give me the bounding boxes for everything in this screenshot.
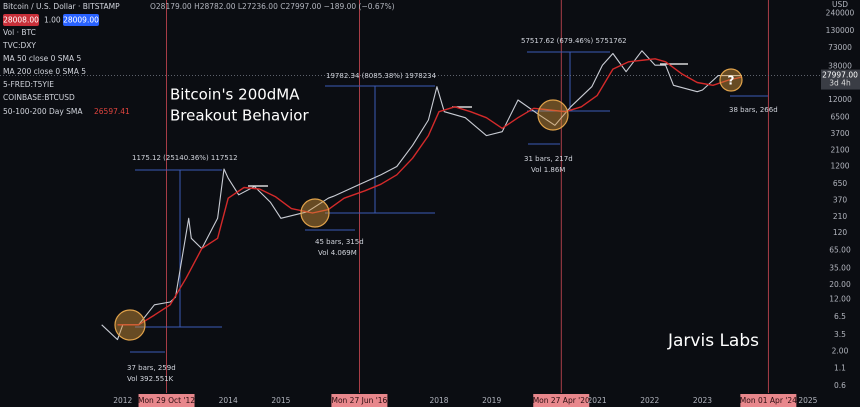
watermark: Jarvis Labs bbox=[667, 331, 759, 351]
annotation: 31 bars, 217d bbox=[524, 155, 573, 163]
event-label-box bbox=[138, 394, 195, 407]
legend-entry: 50-100-200 Day SMA bbox=[3, 107, 83, 116]
y-tick-label: 210 bbox=[833, 212, 848, 221]
price-tag bbox=[821, 69, 860, 90]
chart-title: Bitcoin / U.S. Dollar · BITSTAMP bbox=[3, 2, 120, 11]
y-tick-label: 73000 bbox=[828, 43, 852, 52]
event-label: Mon 29 Oct '12 bbox=[138, 396, 195, 405]
countdown: 3d 4h bbox=[829, 79, 851, 88]
indicator: 5-FRED:T5YIE bbox=[3, 80, 54, 89]
event-label-box bbox=[533, 394, 590, 407]
event-label-box bbox=[331, 394, 388, 407]
annotation: ? bbox=[728, 74, 735, 88]
indicator: TVC:DXY bbox=[2, 41, 36, 50]
y-tick-label: 3.5 bbox=[834, 330, 846, 339]
x-tick-label: 2019 bbox=[482, 396, 501, 405]
indicator: MA 200 close 0 SMA 5 bbox=[3, 67, 86, 76]
x-tick-label: 2021 bbox=[588, 396, 607, 405]
y-tick-label: 6500 bbox=[830, 113, 849, 122]
indicator: COINBASE:BTCUSD bbox=[3, 93, 75, 102]
y-tick-label: 240000 bbox=[826, 8, 855, 17]
y-tick-label: 12000 bbox=[828, 95, 852, 104]
y-tick-label: 2100 bbox=[830, 145, 849, 154]
annotation: Vol 4.069M bbox=[318, 249, 357, 257]
y-tick-label: 38000 bbox=[828, 62, 852, 71]
y-tick-label: 65.00 bbox=[829, 246, 851, 255]
quote: 1.00 bbox=[44, 16, 61, 25]
annotation: 19782.34 (8085.38%) 1978234 bbox=[326, 72, 437, 80]
event-label: Mon 01 Apr '24 bbox=[740, 396, 797, 405]
y-tick-label: 120 bbox=[833, 228, 848, 237]
y-tick-label: 3700 bbox=[830, 129, 849, 138]
quote-box bbox=[3, 14, 39, 26]
ohlc: O28179.00 H28782.00 L27236.00 C27997.00 … bbox=[150, 2, 395, 11]
x-tick-label: 2015 bbox=[271, 396, 290, 405]
y-tick-label: 1.1 bbox=[834, 364, 846, 373]
y-tick-label: 650 bbox=[833, 179, 848, 188]
indicator: Vol · BTC bbox=[3, 28, 36, 37]
annotation: 57517.62 (679.46%) 5751762 bbox=[521, 37, 627, 45]
annotation: 45 bars, 315d bbox=[315, 238, 364, 246]
event-label: Mon 27 Jun '16 bbox=[331, 396, 387, 405]
quote-box bbox=[63, 14, 99, 26]
currency: USD bbox=[832, 0, 848, 9]
legend-value: 26597.41 bbox=[94, 107, 130, 116]
x-tick-label: 2022 bbox=[640, 396, 659, 405]
annotation: Vol 1.86M bbox=[531, 166, 565, 174]
annotation: 38 bars, 266d bbox=[729, 106, 778, 114]
event-lines: Mon 29 Oct '12 Mon 27 Jun '16 Mon 27 Apr '… bbox=[138, 0, 797, 407]
y-tick-label: 12.00 bbox=[829, 295, 851, 304]
x-tick-label: 2012 bbox=[113, 396, 132, 405]
indicator-list: Vol · BTC TVC:DXY MA 50 close 0 SMA 5 MA 20… bbox=[2, 28, 86, 102]
annotation: Vol 392.551K bbox=[127, 375, 174, 383]
x-tick-label: 2023 bbox=[693, 396, 712, 405]
event-label-box bbox=[740, 394, 797, 407]
y-tick-label: 1200 bbox=[830, 162, 849, 171]
indicator: MA 50 close 0 SMA 5 bbox=[3, 54, 82, 63]
highlight-circle bbox=[300, 198, 330, 228]
highlight-circle bbox=[114, 309, 146, 341]
y-tick-label: 370 bbox=[833, 196, 848, 205]
highlight-circle bbox=[719, 68, 743, 92]
event-label: Mon 27 Apr '20 bbox=[533, 396, 590, 405]
y-tick-label: 0.6 bbox=[834, 381, 846, 390]
x-tick-label: 2014 bbox=[219, 396, 238, 405]
y-tick-label: 2.00 bbox=[832, 346, 849, 355]
annotation: 1175.12 (25140.36%) 117512 bbox=[132, 154, 238, 162]
annotation: 37 bars, 259d bbox=[127, 364, 176, 372]
x-tick-label: 2025 bbox=[798, 396, 817, 405]
x-tick-label: 2018 bbox=[429, 396, 448, 405]
headline: Bitcoin's 200dMA bbox=[170, 86, 300, 104]
quote: 28009.00 bbox=[63, 16, 99, 25]
moving-average bbox=[117, 58, 743, 326]
axes: 240000 130000 73000 38000 12000 6500 3700 2100 1… bbox=[113, 8, 860, 405]
highlight-circle bbox=[537, 99, 569, 131]
quote: 28008.00 bbox=[3, 16, 39, 25]
plot bbox=[101, 50, 743, 341]
y-tick-label: 35.00 bbox=[829, 264, 851, 273]
price-tag-label: 27997.00 bbox=[822, 71, 858, 80]
y-tick-label: 20.00 bbox=[829, 280, 851, 289]
headline: Breakout Behavior bbox=[170, 107, 309, 125]
y-tick-label: 6.5 bbox=[834, 312, 846, 321]
y-tick-label: 130000 bbox=[826, 26, 855, 35]
